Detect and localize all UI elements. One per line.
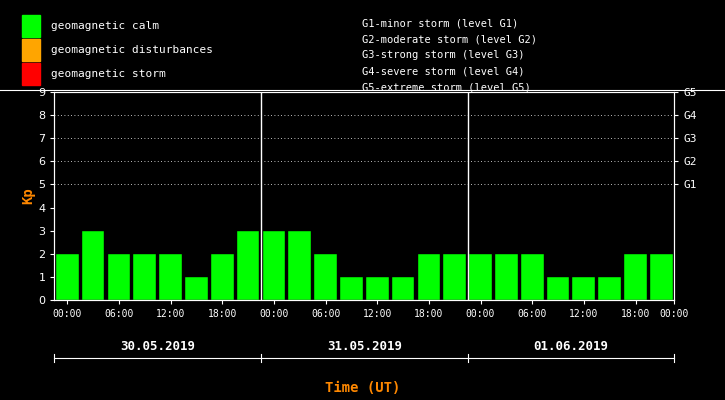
Bar xyxy=(211,254,233,300)
Bar xyxy=(521,254,544,300)
Bar xyxy=(160,254,182,300)
Text: geomagnetic storm: geomagnetic storm xyxy=(51,69,165,79)
Y-axis label: Kp: Kp xyxy=(22,188,36,204)
Bar xyxy=(444,254,466,300)
Text: geomagnetic calm: geomagnetic calm xyxy=(51,21,159,31)
Bar xyxy=(547,277,569,300)
Bar xyxy=(289,231,311,300)
Bar xyxy=(418,254,440,300)
Bar xyxy=(650,254,673,300)
Bar xyxy=(82,231,104,300)
Bar xyxy=(469,254,492,300)
Bar xyxy=(185,277,208,300)
Text: Time (UT): Time (UT) xyxy=(325,381,400,395)
Bar xyxy=(598,277,621,300)
Bar xyxy=(56,254,78,300)
Text: G4-severe storm (level G4): G4-severe storm (level G4) xyxy=(362,66,525,76)
Text: geomagnetic disturbances: geomagnetic disturbances xyxy=(51,45,212,55)
Text: G2-moderate storm (level G2): G2-moderate storm (level G2) xyxy=(362,34,537,44)
Bar xyxy=(573,277,595,300)
Bar xyxy=(133,254,156,300)
Text: G3-strong storm (level G3): G3-strong storm (level G3) xyxy=(362,50,525,60)
Bar xyxy=(237,231,260,300)
Bar xyxy=(314,254,337,300)
Bar xyxy=(262,231,285,300)
Text: G1-minor storm (level G1): G1-minor storm (level G1) xyxy=(362,18,519,28)
Text: 30.05.2019: 30.05.2019 xyxy=(120,340,195,352)
Bar xyxy=(495,254,518,300)
Text: 01.06.2019: 01.06.2019 xyxy=(534,340,608,352)
Bar xyxy=(107,254,130,300)
Text: G5-extreme storm (level G5): G5-extreme storm (level G5) xyxy=(362,82,531,92)
Bar xyxy=(624,254,647,300)
Bar xyxy=(366,277,389,300)
Bar xyxy=(340,277,362,300)
Bar xyxy=(392,277,415,300)
Text: 31.05.2019: 31.05.2019 xyxy=(327,340,402,352)
